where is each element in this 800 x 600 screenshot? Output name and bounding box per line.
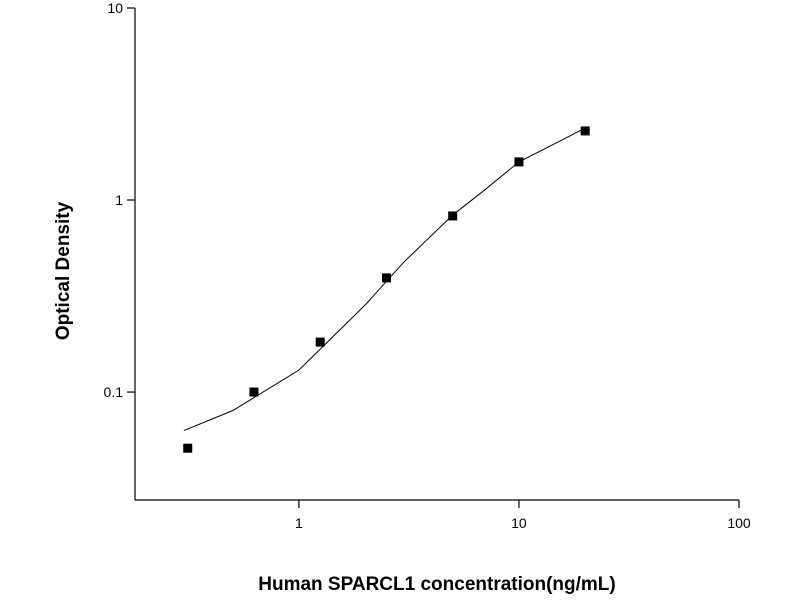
y-tick-label: 1 bbox=[115, 192, 123, 208]
x-axis-title: Human SPARCL1 concentration(ng/mL) bbox=[258, 574, 616, 595]
y-tick-label: 0.1 bbox=[104, 384, 124, 400]
data-point bbox=[183, 443, 193, 453]
data-point bbox=[249, 387, 259, 397]
data-point bbox=[580, 126, 590, 136]
data-point bbox=[381, 273, 391, 283]
x-tick-label: 100 bbox=[727, 515, 751, 531]
fit-curve bbox=[183, 127, 586, 432]
data-point bbox=[448, 211, 458, 221]
y-tick-label: 10 bbox=[107, 0, 123, 16]
y-axis-title: Optical Density bbox=[53, 201, 74, 340]
x-tick-label: 1 bbox=[295, 515, 303, 531]
x-tick-label: 10 bbox=[511, 515, 527, 531]
data-point bbox=[315, 337, 325, 347]
